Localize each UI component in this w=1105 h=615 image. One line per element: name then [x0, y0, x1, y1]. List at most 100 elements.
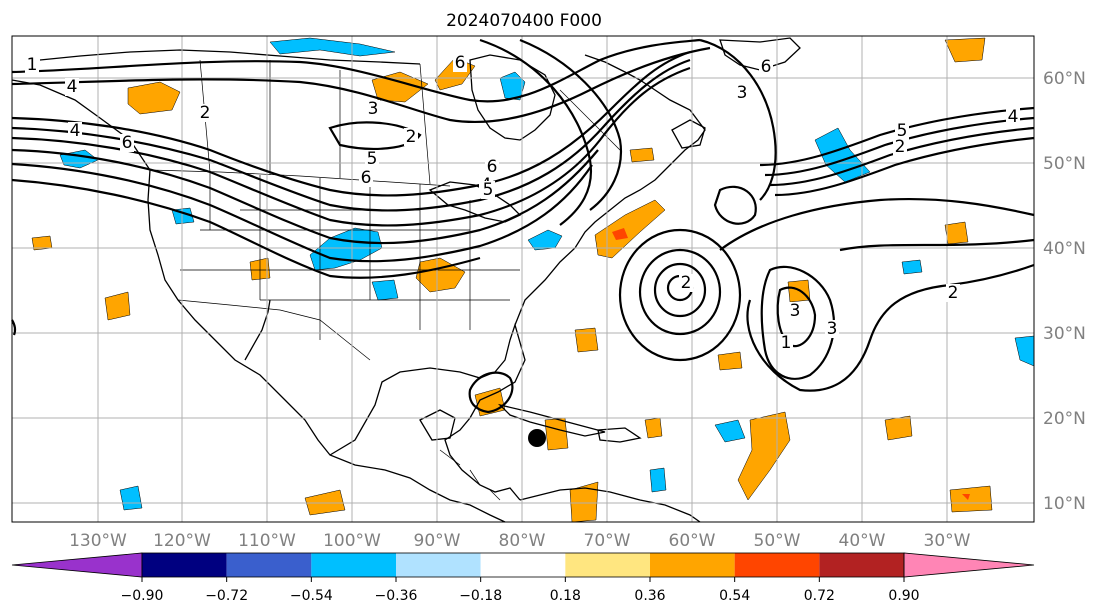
contour-label-bg	[893, 138, 907, 156]
anomaly-pos	[544, 417, 569, 451]
greenland	[719, 37, 801, 71]
contour-label: 5	[367, 149, 378, 169]
contour-line	[11, 178, 481, 279]
contour-line	[11, 58, 691, 212]
contour-line	[764, 116, 1035, 177]
contour-line	[638, 248, 722, 336]
contour-label-bg	[453, 54, 467, 72]
contour-line	[11, 148, 599, 245]
contour-line	[769, 126, 1035, 187]
central-america-borders	[439, 449, 501, 501]
anomaly-neg	[269, 37, 396, 57]
contour-label-bg	[366, 100, 380, 118]
contour-line	[468, 371, 514, 414]
contour-label: 3	[737, 83, 748, 103]
contour-label-bg	[735, 84, 749, 102]
longitude-label: 120°W	[153, 531, 211, 551]
contour-label-bg	[404, 128, 418, 146]
anomaly-fill-layer	[31, 37, 1035, 523]
colorbar-tick-label: 0.54	[719, 588, 750, 604]
anomaly-pos	[104, 291, 131, 321]
anomaly-pos	[629, 147, 655, 163]
gulf-coast	[329, 322, 526, 501]
contour-label-bg	[481, 181, 495, 199]
anomaly-pos	[717, 351, 743, 371]
longitude-label: 70°W	[584, 531, 631, 551]
anomaly-neg	[901, 259, 923, 275]
contour-label: 4	[67, 77, 78, 97]
contour-label: 6	[487, 157, 498, 177]
latitude-label: 40°N	[1043, 239, 1086, 259]
colorbar-tick-label: −0.18	[459, 588, 502, 604]
contour-label-bg	[759, 58, 773, 76]
contour-line	[746, 263, 1035, 392]
map-frame	[11, 35, 1035, 523]
colorbar-segment	[650, 553, 735, 577]
contour-line	[11, 50, 691, 197]
contour-label: 3	[827, 319, 838, 339]
latitude-label: 10°N	[1043, 494, 1086, 514]
contour-label-bg	[895, 122, 909, 140]
colorbar-outline	[141, 552, 905, 578]
colorbar-segment	[226, 553, 312, 577]
contour-line	[519, 38, 623, 211]
colorbar-tick-label: 0.18	[550, 588, 581, 604]
contour-label: 2	[948, 283, 959, 303]
contour-label: 1	[27, 55, 38, 75]
contour-line	[11, 319, 17, 336]
longitude-label: 130°W	[69, 531, 127, 551]
contour-label: 4	[1008, 107, 1019, 127]
colorbar-extend-left	[11, 552, 143, 578]
coastline-layer	[11, 37, 801, 523]
contour-line	[776, 286, 817, 348]
colorbar-segment	[311, 553, 396, 577]
anomaly-neg	[119, 485, 143, 511]
contour-line	[759, 106, 1035, 167]
anomaly-pos	[127, 81, 181, 115]
hispaniola	[597, 427, 642, 443]
contour-label: 5	[483, 180, 494, 200]
contour-labels: 14246632566463524532321	[25, 53, 1020, 353]
contour-label-bg	[825, 320, 839, 338]
contour-label: 2	[406, 127, 417, 147]
colorbar-tick-label: −0.54	[290, 588, 333, 604]
contour-label: 2	[200, 103, 211, 123]
colorbar: −0.90 −0.72 −0.54 −0.36 −0.18 0.18 0.36 0.54 0.7…	[11, 552, 1035, 604]
colorbar-tick-label: 0.36	[634, 588, 665, 604]
anomaly-strong-pos	[962, 494, 970, 500]
contour-label-bg	[1006, 108, 1020, 126]
contour-label: 3	[790, 301, 801, 321]
contour-line	[699, 38, 777, 201]
contour-line	[713, 185, 757, 225]
latitude-label: 30°N	[1043, 324, 1086, 344]
colorbar-tick-label: 0.90	[888, 588, 919, 604]
contour-line	[618, 228, 742, 362]
contour-line	[719, 197, 1035, 251]
colorbar-segment	[734, 553, 820, 577]
longitude-label: 60°W	[669, 531, 716, 551]
colorbar-tick-label: 0.72	[804, 588, 835, 604]
contour-label: 4	[70, 121, 81, 141]
latitude-label: 20°N	[1043, 409, 1086, 429]
contour-label: 1	[781, 333, 792, 353]
us-mexico-border	[177, 299, 371, 361]
coastline	[11, 79, 506, 523]
latitude-labels: 60°N 50°N 40°N 30°N 20°N 10°N	[1043, 69, 1086, 514]
anomaly-pos	[949, 485, 993, 513]
colorbar-tick-label: −0.36	[375, 588, 418, 604]
contour-line	[328, 121, 422, 150]
contour-label-bg	[779, 334, 793, 352]
latitude-label: 60°N	[1043, 69, 1086, 89]
contour-line	[11, 66, 691, 227]
contour-line	[774, 136, 1035, 197]
contour-label-bg	[365, 150, 379, 168]
colorbar-segment	[142, 553, 227, 577]
contour-line	[760, 265, 835, 380]
anomaly-neg	[714, 419, 746, 443]
contour-line	[479, 38, 593, 226]
anomaly-pos	[415, 257, 466, 293]
contour-label-bg	[946, 284, 960, 302]
longitude-labels: 130°W 120°W 110°W 100°W 90°W 80°W 70°W 60°W 50°W…	[69, 531, 971, 551]
colorbar-tick-label: −0.72	[205, 588, 248, 604]
longitude-label: 90°W	[414, 531, 461, 551]
